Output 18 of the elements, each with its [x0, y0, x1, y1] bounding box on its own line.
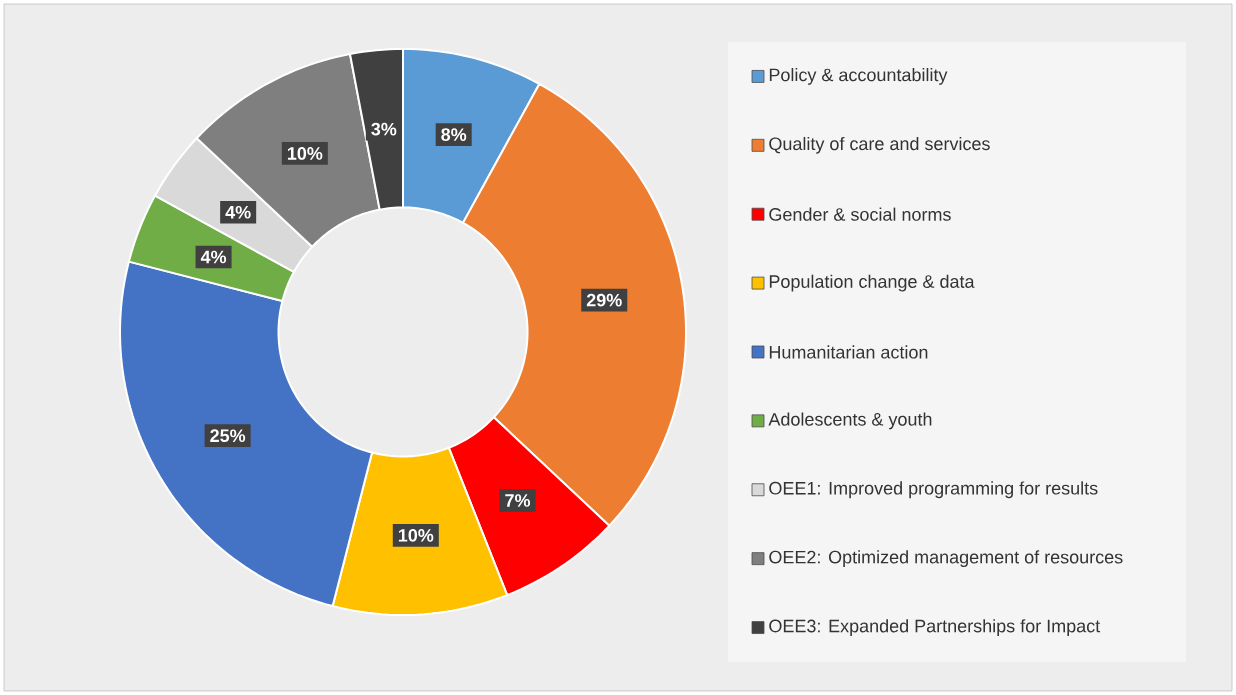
- data-label: 7%: [505, 494, 531, 507]
- legend-label: Humanitarian action: [769, 345, 928, 359]
- data-label: 4%: [200, 250, 227, 264]
- legend-label: Gender & social norms: [769, 207, 951, 221]
- legend-label: Quality of care and services: [769, 136, 990, 154]
- legend-label: OEE2: Optimized management of resources: [769, 550, 1123, 568]
- legend-label: Population change & data: [769, 274, 975, 292]
- data-label: 29%: [586, 293, 622, 307]
- data-label: 25%: [210, 429, 246, 443]
- data-label: 10%: [398, 528, 434, 542]
- legend-label: Adolescents & youth: [768, 412, 932, 430]
- legend-label: Policy & accountability: [769, 68, 948, 85]
- data-label: 8%: [441, 128, 467, 142]
- data-label: 10%: [287, 147, 323, 160]
- legend-label: OEE1: Improved programming for results: [769, 481, 1098, 499]
- data-label: 3%: [371, 122, 397, 136]
- data-label: 4%: [225, 205, 251, 219]
- legend-label: OEE3: Expanded Partnerships for Impact: [769, 619, 1101, 636]
